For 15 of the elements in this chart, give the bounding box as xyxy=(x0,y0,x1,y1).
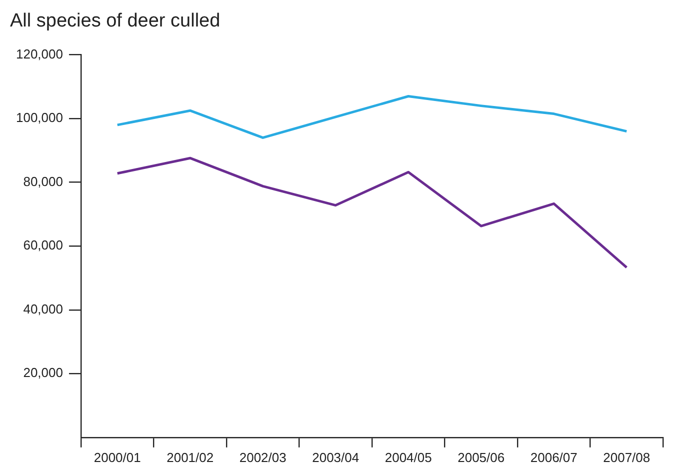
y-tick-label: 120,000 xyxy=(16,46,63,62)
x-tick-label: 2001/02 xyxy=(166,450,214,465)
x-tick-label: 2002/03 xyxy=(239,450,286,465)
x-tick-label: 2006/07 xyxy=(530,450,578,465)
x-tick-label: 2007/08 xyxy=(603,450,650,465)
y-tick-label: 20,000 xyxy=(23,365,63,380)
y-tick-label: 80,000 xyxy=(23,174,63,189)
x-tick-label: 2005/06 xyxy=(458,450,505,465)
x-tick-label: 2003/04 xyxy=(312,450,360,465)
y-tick-label: 60,000 xyxy=(23,238,63,253)
y-tick-label: 100,000 xyxy=(16,110,63,126)
chart-title: All species of deer culled xyxy=(10,10,220,32)
x-tick-label: 2000/01 xyxy=(94,450,141,465)
y-tick-label: 40,000 xyxy=(23,301,63,316)
x-tick-label: 2004/05 xyxy=(384,450,432,465)
